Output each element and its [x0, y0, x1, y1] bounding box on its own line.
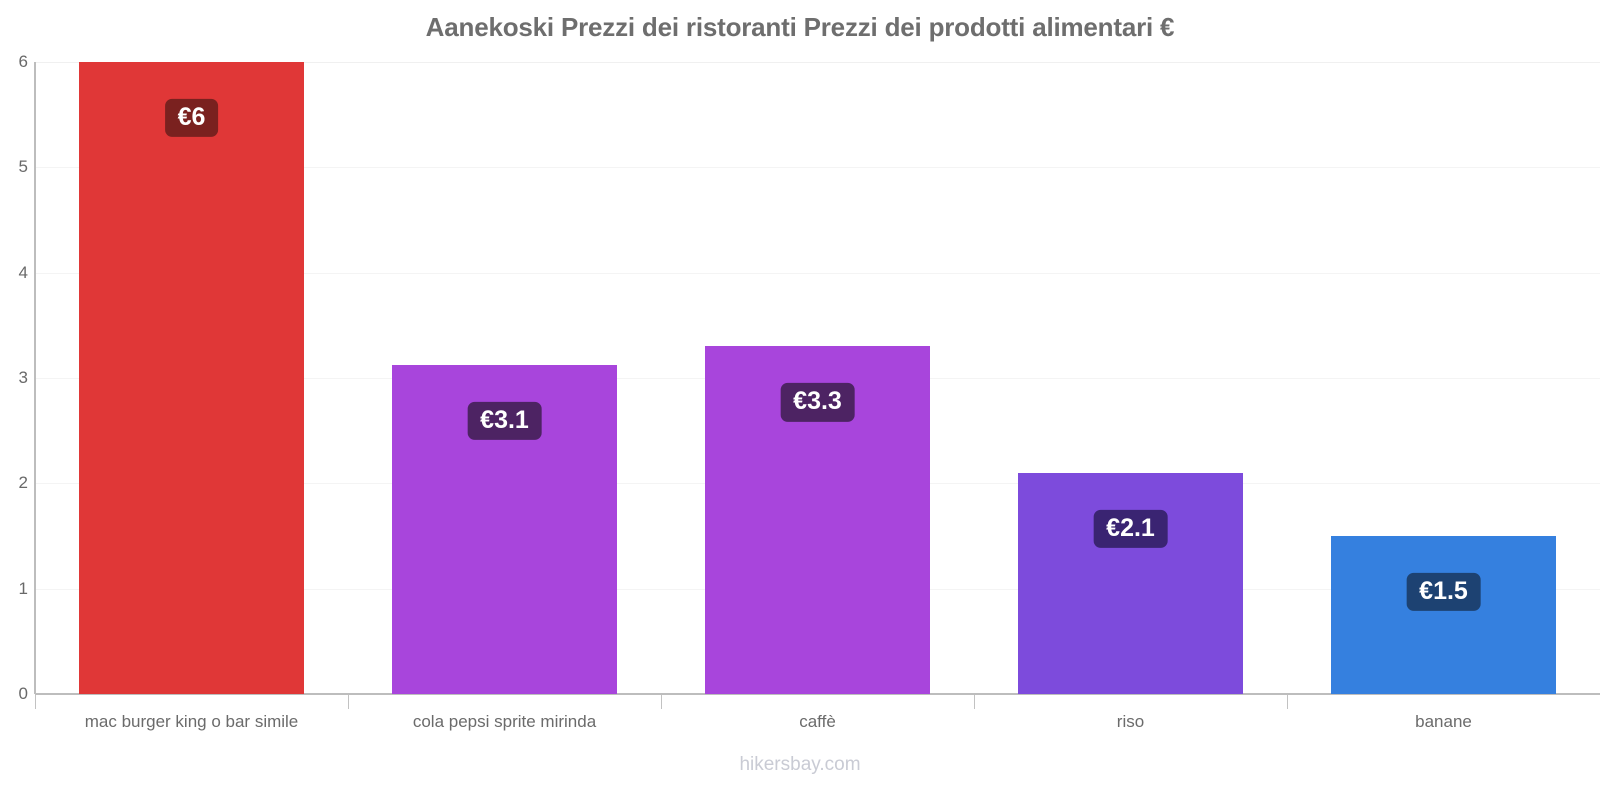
x-axis-category-label: mac burger king o bar simile	[84, 712, 299, 731]
gridline	[35, 62, 1600, 63]
gridline	[35, 167, 1600, 169]
y-axis-line	[34, 62, 36, 694]
x-axis-tick	[348, 695, 349, 709]
x-axis-line	[35, 693, 1600, 695]
y-axis-tick-label: 1	[18, 578, 28, 598]
bar-value-label: €3.1	[467, 401, 542, 440]
y-axis-tick-label: 3	[18, 368, 28, 387]
y-axis-tick-label: 6	[18, 52, 28, 71]
bar-value-label: €6	[164, 98, 219, 138]
x-axis-tick	[1287, 695, 1288, 709]
bars-layer	[0, 62, 1600, 694]
y-axis-tick-label: 0	[18, 684, 28, 703]
source-watermark: hikersbay.com	[739, 754, 861, 775]
bar-value-label: €1.5	[1406, 572, 1481, 612]
y-axis-tick-label: 5	[18, 157, 28, 177]
x-axis-category-label: cola pepsi sprite mirinda	[412, 712, 597, 731]
x-axis-category-label: riso	[1116, 712, 1145, 731]
bar[interactable]	[79, 62, 304, 694]
y-axis-tick-label: 4	[18, 262, 28, 282]
bar[interactable]	[1331, 536, 1556, 694]
x-axis-tick	[974, 695, 975, 709]
x-axis-category-label: banane	[1415, 712, 1472, 731]
gridline	[35, 272, 1600, 274]
bar[interactable]	[1018, 472, 1243, 694]
x-axis-category-labels: mac burger king o bar simile cola pepsi s…	[0, 712, 1600, 742]
bar-value-label: €2.1	[1093, 509, 1168, 548]
bar-value-label: €3.3	[780, 383, 855, 422]
y-axis-tick-labels: 0 1 2 3 4 5 6	[0, 0, 28, 800]
x-axis-category-label: caffè	[799, 712, 836, 731]
x-axis-tick	[35, 695, 36, 709]
x-axis-tick	[661, 695, 662, 709]
chart-title: Aanekoski Prezzi dei ristoranti Prezzi d…	[425, 12, 1175, 42]
y-axis-tick-label: 2	[18, 473, 28, 493]
